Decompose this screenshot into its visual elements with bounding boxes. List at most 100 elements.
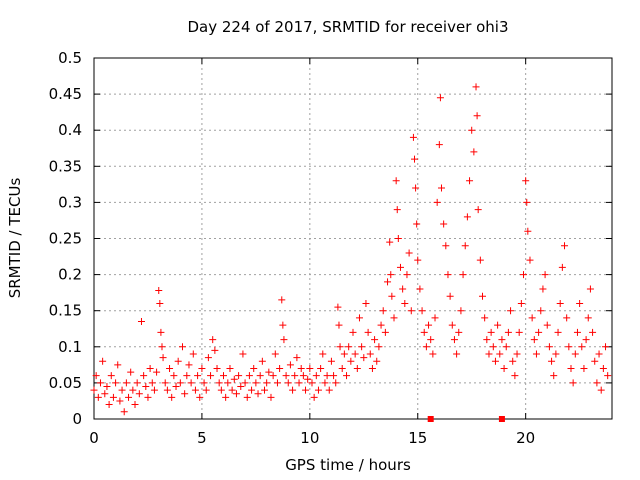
data-point	[597, 386, 605, 394]
x-tick-label: 20	[516, 429, 535, 447]
y-tick-label: 0.3	[58, 193, 82, 211]
data-point	[371, 336, 379, 344]
data-point	[393, 206, 401, 214]
data-point	[517, 299, 525, 307]
data-point	[291, 372, 299, 380]
data-point	[96, 379, 104, 387]
data-point	[483, 336, 491, 344]
data-point	[539, 285, 547, 293]
data-point	[474, 206, 482, 214]
data-point	[450, 336, 458, 344]
data-point	[472, 83, 480, 91]
data-point	[442, 242, 450, 250]
data-point	[599, 364, 607, 372]
x-tick-label: 0	[89, 429, 99, 447]
data-point	[440, 220, 448, 228]
data-point	[513, 350, 521, 358]
data-point	[222, 393, 230, 401]
data-point	[137, 318, 145, 326]
y-axis-label: SRMTID / TECUs	[6, 178, 24, 299]
data-point	[496, 350, 504, 358]
data-point	[569, 379, 577, 387]
data-point	[561, 242, 569, 250]
data-point	[207, 372, 215, 380]
data-point	[144, 393, 152, 401]
data-point	[335, 321, 343, 329]
data-point	[349, 328, 357, 336]
data-point	[332, 379, 340, 387]
gridlines	[94, 58, 612, 419]
zero-marker	[498, 416, 505, 422]
data-point	[213, 364, 221, 372]
data-point	[358, 343, 366, 351]
data-point	[524, 227, 532, 235]
data-point	[109, 393, 117, 401]
data-point	[122, 379, 130, 387]
data-point	[565, 343, 573, 351]
data-point	[351, 350, 359, 358]
data-point	[118, 386, 126, 394]
data-point	[360, 354, 368, 362]
data-point	[412, 184, 420, 192]
data-point	[150, 386, 158, 394]
data-point	[535, 328, 543, 336]
data-point	[166, 364, 174, 372]
y-tick-label: 0.45	[49, 85, 82, 103]
y-tick-label: 0.4	[58, 121, 82, 139]
data-point	[431, 314, 439, 322]
data-point	[161, 379, 169, 387]
data-point	[289, 386, 297, 394]
x-tick-label: 15	[408, 429, 427, 447]
data-point	[420, 328, 428, 336]
data-point	[191, 386, 199, 394]
data-point	[582, 336, 590, 344]
data-point	[355, 314, 363, 322]
data-point	[345, 343, 353, 351]
data-point	[584, 314, 592, 322]
data-point	[232, 390, 240, 398]
data-point	[261, 386, 269, 394]
data-point	[215, 379, 223, 387]
data-point	[340, 350, 348, 358]
data-point	[591, 357, 599, 365]
data-point	[479, 292, 486, 300]
data-point	[310, 393, 318, 401]
data-point	[334, 303, 342, 311]
data-point	[103, 383, 111, 391]
data-point	[571, 350, 579, 358]
data-point	[282, 372, 290, 380]
data-point	[523, 198, 531, 206]
data-point	[379, 307, 387, 315]
data-point	[511, 372, 519, 380]
data-point	[604, 372, 612, 380]
data-point	[375, 343, 383, 351]
data-point	[209, 336, 217, 344]
data-point	[196, 393, 204, 401]
data-point	[578, 343, 586, 351]
data-point	[237, 383, 245, 391]
data-point	[297, 364, 305, 372]
data-point	[433, 198, 441, 206]
data-point	[271, 350, 279, 358]
data-point	[347, 357, 355, 365]
data-point	[127, 368, 135, 376]
data-point	[170, 372, 178, 380]
data-point	[545, 343, 553, 351]
data-point	[595, 350, 603, 358]
data-point	[554, 328, 562, 336]
data-point	[295, 379, 303, 387]
data-point	[427, 336, 435, 344]
data-point	[204, 354, 212, 362]
data-point	[146, 364, 154, 372]
data-point	[466, 177, 474, 185]
data-point	[567, 364, 575, 372]
data-point	[158, 343, 166, 351]
data-point	[224, 379, 232, 387]
data-point	[468, 126, 476, 134]
data-point	[284, 379, 292, 387]
data-point	[94, 393, 102, 401]
data-point	[116, 397, 124, 405]
data-point	[200, 379, 208, 387]
data-point	[114, 361, 122, 369]
